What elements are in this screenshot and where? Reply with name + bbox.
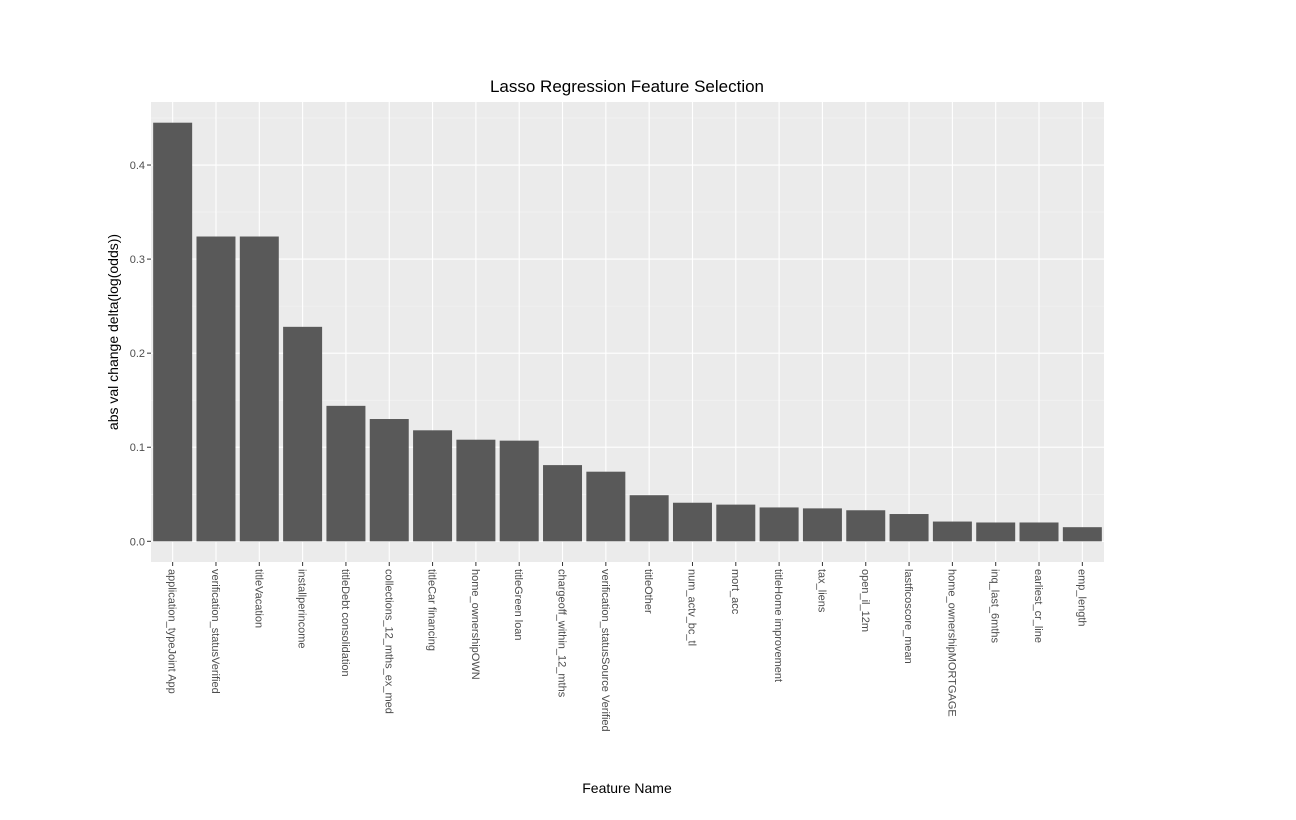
x-tick-label: titleDebt consolidation: [339, 569, 351, 677]
y-tick-label: 0.4: [130, 160, 145, 172]
x-tick-label: installperincome: [296, 569, 308, 648]
bar: [932, 521, 972, 542]
x-tick-label: lastficoscore_mean: [902, 569, 914, 664]
bar: [413, 430, 453, 542]
x-tick-label: titleCar financing: [426, 569, 438, 651]
x-tick-label: titleHome improvement: [772, 569, 784, 682]
bars: [153, 122, 1102, 542]
bar: [456, 439, 496, 542]
bar: [499, 440, 539, 542]
bar: [283, 326, 323, 542]
bar: [586, 471, 626, 542]
bar: [1062, 527, 1102, 542]
bar: [326, 405, 366, 542]
y-tick-label: 0.3: [130, 254, 145, 266]
bar: [759, 507, 799, 542]
y-axis-title: abs val change delta(log(odds)): [105, 234, 121, 430]
bar: [1019, 522, 1059, 542]
bar: [543, 465, 583, 542]
x-tick-label: application_typeJoint App: [166, 569, 178, 694]
x-tick-label: open_il_12m: [859, 569, 871, 632]
x-tick-label: tax_liens: [815, 569, 827, 613]
y-tick-label: 0.0: [130, 536, 145, 548]
bar: [369, 419, 409, 542]
y-axis: 0.0 0.1 0.2 0.3 0.4: [130, 160, 151, 548]
x-tick-label: titleGreen loan: [512, 569, 524, 641]
x-tick-label: inq_last_6mths: [989, 569, 1001, 643]
bar: [153, 122, 193, 542]
x-tick-label: collections_12_mths_ex_med: [382, 569, 394, 714]
y-tick-label: 0.1: [130, 442, 145, 454]
bar: [889, 514, 929, 542]
y-tick-label: 0.2: [130, 348, 145, 360]
x-tick-label: titleOther: [642, 569, 654, 614]
bar: [196, 236, 236, 542]
bar: [976, 522, 1016, 542]
bar: [672, 502, 712, 542]
chart-title: Lasso Regression Feature Selection: [490, 77, 764, 96]
x-tick-label: verification_statusSource Verified: [599, 569, 611, 732]
x-tick-label: home_ownershipOWN: [469, 569, 481, 680]
bar: [802, 508, 842, 542]
x-tick-label: titleVacation: [252, 569, 264, 628]
x-tick-label: earliest_cr_line: [1032, 569, 1044, 643]
bar: [716, 504, 756, 542]
x-tick-label: emp_length: [1075, 569, 1087, 627]
bar: [239, 236, 279, 542]
bar: [846, 510, 886, 542]
x-tick-label: verification_statusVerified: [209, 569, 221, 694]
x-axis-title: Feature Name: [582, 780, 672, 796]
x-axis: application_typeJoint App verification_st…: [166, 562, 1087, 732]
x-tick-label: home_ownershipMORTGAGE: [945, 569, 957, 717]
x-tick-label: chargeoff_within_12_mths: [556, 569, 568, 698]
bar: [629, 495, 669, 542]
x-tick-label: num_actv_bc_tl: [685, 569, 697, 646]
x-tick-label: mort_acc: [729, 569, 741, 615]
